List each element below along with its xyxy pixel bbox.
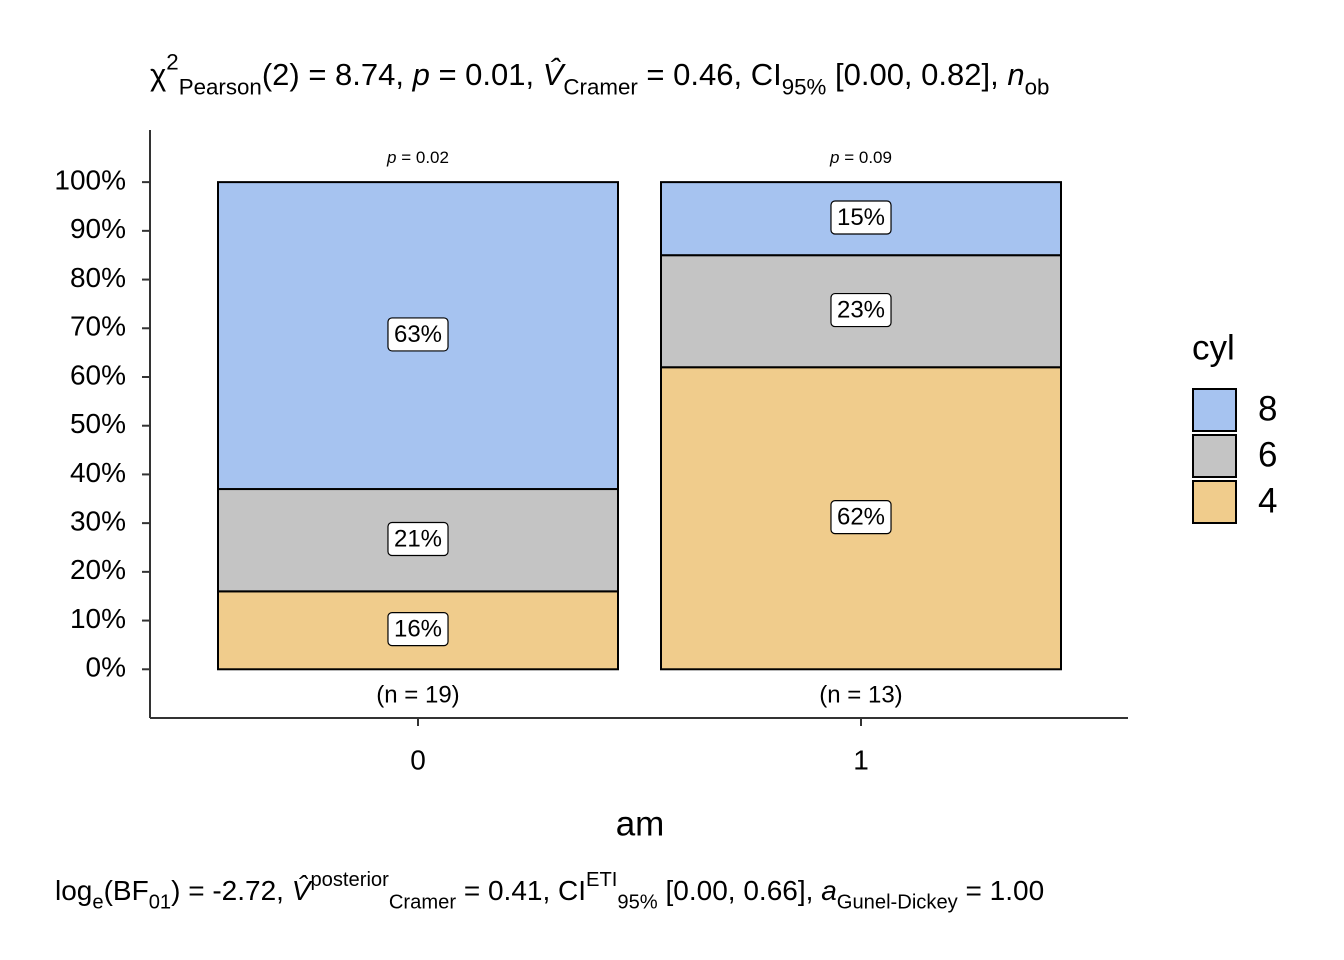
text-segment: 95%	[617, 891, 657, 913]
text-segment: e	[92, 891, 103, 913]
bar-segment	[660, 181, 1062, 257]
text-segment: ETI	[586, 869, 617, 891]
text-segment: V̂	[292, 875, 313, 906]
text-segment: a	[821, 875, 837, 906]
text-segment: Gunel-Dickey	[837, 891, 959, 913]
text-segment: posterior	[310, 869, 389, 891]
text-segment: p	[829, 148, 839, 167]
legend-key	[1192, 434, 1237, 478]
text-segment: Pearson	[179, 74, 262, 99]
legend-key	[1192, 480, 1237, 524]
n-label: (n = 19)	[376, 681, 459, 708]
y-tick-label: 10%	[70, 603, 126, 634]
legend-key	[1192, 388, 1237, 432]
x-tick-label: 0	[410, 744, 426, 775]
data-label: 63%	[394, 321, 442, 348]
label-box	[387, 521, 449, 557]
text-segment: p	[386, 148, 396, 167]
y-tick-label: 100%	[54, 165, 126, 196]
text-segment: = 0.46, CI	[638, 57, 782, 92]
y-tick-label: 90%	[70, 213, 126, 244]
label-box	[387, 612, 449, 647]
x-axis-label: am	[616, 804, 665, 843]
text-segment: = 0.01,	[430, 57, 543, 92]
y-tick-label: 30%	[70, 506, 126, 537]
text-segment: log	[55, 875, 92, 906]
text-segment: = 0.41, CI	[456, 875, 586, 906]
chart-subtitle: loge(BF01) = -2.72, V̂posteriorCramer = …	[55, 869, 1044, 913]
legend-label: 6	[1258, 435, 1277, 474]
x-tick-label: 1	[853, 744, 869, 775]
legend-title: cyl	[1192, 328, 1235, 367]
text-segment: V̂	[543, 56, 567, 92]
label-box	[387, 317, 449, 352]
text-segment: [0.00, 0.66],	[658, 875, 821, 906]
y-tick-label: 40%	[70, 457, 126, 488]
label-box	[830, 292, 892, 328]
data-label: 16%	[394, 616, 442, 643]
label-box	[830, 500, 892, 535]
legend-label: 4	[1258, 481, 1277, 520]
text-segment: = 0.09	[840, 148, 892, 167]
n-label: (n = 13)	[819, 681, 902, 708]
data-label: 62%	[837, 504, 885, 531]
legend-label: 8	[1258, 389, 1277, 428]
text-segment: Cramer	[389, 891, 456, 913]
text-segment: 01	[149, 891, 171, 913]
text-segment: 95%	[782, 74, 827, 99]
text-segment: (BF	[104, 875, 149, 906]
p-annotation: p = 0.02	[386, 148, 449, 167]
text-segment: Cramer	[563, 74, 638, 99]
text-segment: χ	[150, 57, 166, 92]
y-tick-label: 50%	[70, 408, 126, 439]
text-segment: [0.00, 0.82],	[826, 57, 1007, 92]
y-tick-label: 60%	[70, 359, 126, 390]
label-box	[830, 200, 892, 235]
text-segment: p	[412, 57, 430, 92]
text-segment: ob	[1025, 74, 1050, 99]
text-segment: ) = -2.72,	[171, 875, 292, 906]
p-annotation: p = 0.09	[829, 148, 892, 167]
chart-title: χ2Pearson(2) = 8.74, p = 0.01, V̂Cramer …	[150, 50, 1049, 100]
text-segment: = 0.02	[397, 148, 449, 167]
text-segment: n	[1007, 57, 1024, 92]
y-tick-label: 70%	[70, 311, 126, 342]
text-segment: = 1.00	[958, 875, 1044, 906]
y-tick-label: 0%	[86, 652, 126, 683]
data-label: 23%	[837, 297, 885, 324]
text-segment: (2) = 8.74,	[262, 57, 413, 92]
text-segment: 2	[166, 50, 178, 75]
data-label: 21%	[394, 526, 442, 553]
y-tick-label: 20%	[70, 554, 126, 585]
data-label: 15%	[837, 204, 885, 231]
y-tick-label: 80%	[70, 262, 126, 293]
